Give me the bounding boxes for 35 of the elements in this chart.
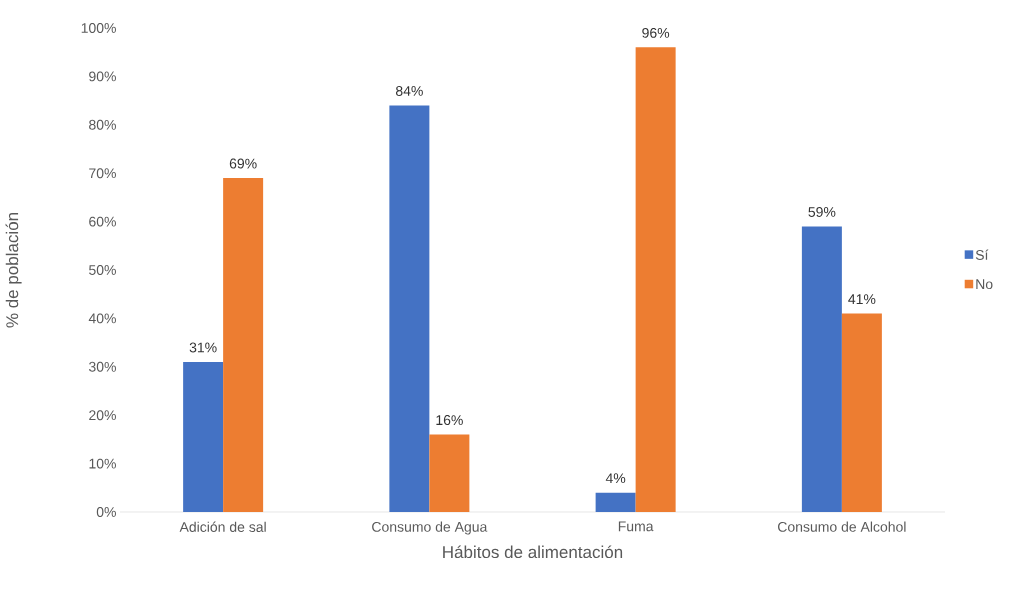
y-tick-label: 80%: [89, 119, 116, 130]
data-label: 4%: [605, 473, 626, 484]
data-label: 41%: [848, 294, 876, 305]
y-tick-label: 30%: [88, 361, 116, 372]
x-axis-title: Hábitos de alimentación: [443, 545, 623, 559]
y-tick-label: 100%: [81, 23, 116, 33]
y-axis-title: % de población: [5, 213, 22, 328]
y-tick-label: 20%: [89, 410, 116, 421]
bar: [841, 313, 882, 512]
y-tick-label: 70%: [89, 168, 116, 179]
data-label: 31%: [189, 342, 217, 353]
x-tick-label: Consumo de Agua: [372, 521, 488, 535]
bar: [635, 47, 676, 512]
data-label: 84%: [395, 86, 423, 96]
legend-label: Sí: [975, 249, 989, 260]
y-tick-label: 50%: [89, 265, 116, 275]
data-label: 59%: [808, 207, 836, 217]
legend-label: No: [976, 279, 993, 290]
bar: [801, 226, 842, 512]
data-label: 69%: [229, 158, 257, 169]
y-tick-label: 10%: [89, 458, 116, 469]
bar: [223, 178, 264, 512]
bar: [183, 361, 224, 512]
data-label: 96%: [642, 27, 670, 38]
data-label: 16%: [436, 415, 463, 426]
x-tick-label: Fuma: [618, 521, 654, 532]
bar: [429, 434, 470, 512]
x-tick-label: Adición de sal: [179, 521, 266, 532]
y-tick-label: 60%: [89, 216, 116, 227]
x-tick-label: Consumo de Alcohol: [778, 521, 906, 532]
y-tick-label: 40%: [88, 313, 116, 324]
y-tick-label: 90%: [89, 71, 116, 82]
y-tick-label: 0%: [96, 507, 116, 517]
bar: [595, 492, 636, 512]
bar: [389, 105, 430, 512]
